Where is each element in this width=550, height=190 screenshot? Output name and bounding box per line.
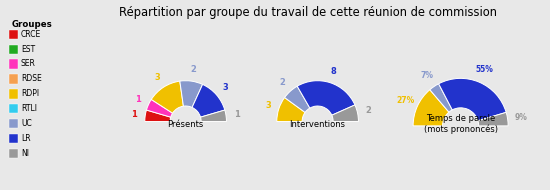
Text: RTLI: RTLI bbox=[21, 104, 37, 113]
Text: LR: LR bbox=[21, 134, 31, 143]
Text: 1: 1 bbox=[234, 110, 240, 119]
Bar bbox=[9, 74, 18, 84]
Wedge shape bbox=[146, 100, 173, 117]
Text: NI: NI bbox=[21, 149, 29, 158]
Wedge shape bbox=[180, 81, 202, 107]
Bar bbox=[9, 149, 18, 158]
Text: 3: 3 bbox=[155, 73, 160, 82]
Text: Groupes: Groupes bbox=[12, 20, 52, 29]
Wedge shape bbox=[439, 78, 506, 121]
Text: 2: 2 bbox=[280, 78, 285, 87]
Text: 9%: 9% bbox=[514, 113, 527, 122]
Wedge shape bbox=[277, 97, 305, 122]
Bar bbox=[9, 104, 18, 113]
Text: 27%: 27% bbox=[397, 96, 415, 105]
Text: Présents: Présents bbox=[168, 120, 204, 129]
Text: CRCE: CRCE bbox=[21, 30, 41, 39]
Text: Temps de parole
(mots prononcés): Temps de parole (mots prononcés) bbox=[424, 114, 498, 134]
Text: RDSE: RDSE bbox=[21, 74, 42, 83]
Text: 8: 8 bbox=[331, 67, 337, 76]
Wedge shape bbox=[413, 90, 449, 126]
Text: 3: 3 bbox=[265, 101, 271, 110]
Text: 1: 1 bbox=[131, 110, 137, 119]
Bar bbox=[9, 134, 18, 143]
Wedge shape bbox=[284, 86, 310, 112]
Text: Interventions: Interventions bbox=[290, 120, 345, 129]
Bar bbox=[9, 59, 18, 69]
Text: EST: EST bbox=[21, 45, 35, 54]
Text: 1: 1 bbox=[135, 95, 141, 104]
Text: 7%: 7% bbox=[420, 71, 433, 80]
Wedge shape bbox=[145, 110, 170, 122]
Text: Répartition par groupe du travail de cette réunion de commission: Répartition par groupe du travail de cet… bbox=[119, 6, 497, 19]
Bar bbox=[9, 89, 18, 99]
Wedge shape bbox=[192, 84, 225, 117]
Wedge shape bbox=[201, 110, 227, 122]
Bar bbox=[9, 44, 18, 54]
Bar bbox=[9, 119, 18, 128]
Wedge shape bbox=[297, 81, 355, 115]
Text: 2: 2 bbox=[190, 65, 196, 74]
Text: 55%: 55% bbox=[475, 65, 493, 74]
Wedge shape bbox=[430, 84, 452, 112]
Text: 3: 3 bbox=[222, 83, 228, 92]
Text: RDPI: RDPI bbox=[21, 89, 39, 98]
Text: 2: 2 bbox=[366, 106, 372, 115]
Wedge shape bbox=[151, 81, 183, 113]
Wedge shape bbox=[478, 112, 508, 126]
Text: SER: SER bbox=[21, 59, 36, 68]
Bar bbox=[9, 30, 18, 39]
Wedge shape bbox=[332, 105, 359, 122]
Text: UC: UC bbox=[21, 119, 32, 128]
